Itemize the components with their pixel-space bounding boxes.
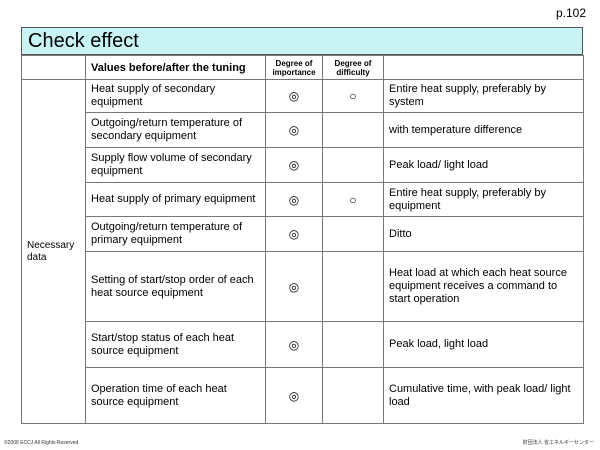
difficulty-mark xyxy=(322,147,384,183)
difficulty-mark xyxy=(322,367,384,424)
row-item: Supply flow volume of secondary equipmen… xyxy=(85,147,266,183)
page-number: p.102 xyxy=(555,6,586,20)
difficulty-mark: ○ xyxy=(322,182,384,217)
header-importance: Degree of importance xyxy=(265,55,323,80)
row-note: Ditto xyxy=(383,216,584,252)
row-item: Setting of start/stop order of each heat… xyxy=(85,251,266,322)
row-note: Peak load/ light load xyxy=(383,147,584,183)
importance-mark: ◎ xyxy=(265,251,323,322)
header-row: Values before/after the tuning Degree of… xyxy=(21,55,584,80)
row-note: Cumulative time, with peak load/ light l… xyxy=(383,367,584,424)
importance-mark: ◎ xyxy=(265,79,323,113)
header-values: Values before/after the tuning xyxy=(85,55,266,80)
header-difficulty: Degree of difficulty xyxy=(322,55,384,80)
row-item: Outgoing/return temperature of secondary… xyxy=(85,112,266,148)
row-item: Heat supply of secondary equipment xyxy=(85,79,266,113)
row-note: with temperature difference xyxy=(383,112,584,148)
page-title: Check effect xyxy=(21,27,583,55)
organization-footer: 財団法人 省エネルギーセンター xyxy=(522,440,594,446)
table-row: Start/stop status of each heat source eq… xyxy=(22,321,584,368)
row-item: Outgoing/return temperature of primary e… xyxy=(85,216,266,252)
importance-mark: ◎ xyxy=(265,182,323,217)
difficulty-mark xyxy=(322,112,384,148)
table-row: Supply flow volume of secondary equipmen… xyxy=(22,147,584,183)
row-note: Entire heat supply, preferably by equipm… xyxy=(383,182,584,217)
row-item: Heat supply of primary equipment xyxy=(85,182,266,217)
importance-mark: ◎ xyxy=(265,147,323,183)
difficulty-mark xyxy=(322,216,384,252)
table-row: Outgoing/return temperature of primary e… xyxy=(22,216,584,252)
table-row: Necessary data Heat supply of secondary … xyxy=(21,79,584,424)
importance-mark: ◎ xyxy=(265,367,323,424)
importance-mark: ◎ xyxy=(265,112,323,148)
table-row: Heat supply of primary equipment ◎ ○ Ent… xyxy=(22,182,584,217)
category-label: Necessary data xyxy=(21,79,86,424)
row-item: Start/stop status of each heat source eq… xyxy=(85,321,266,368)
table-row: Setting of start/stop order of each heat… xyxy=(22,251,584,322)
header-blank xyxy=(21,55,86,80)
header-notes xyxy=(383,55,584,80)
importance-mark: ◎ xyxy=(265,321,323,368)
row-note: Heat load at which each heat source equi… xyxy=(383,251,584,322)
effect-table: Values before/after the tuning Degree of… xyxy=(21,55,584,424)
copyright-footer: ©2008 ECCJ All Rights Reserved xyxy=(4,440,79,446)
row-note: Entire heat supply, preferably by system xyxy=(383,79,584,113)
row-item: Operation time of each heat source equip… xyxy=(85,367,266,424)
difficulty-mark: ○ xyxy=(322,79,384,113)
table-row: Operation time of each heat source equip… xyxy=(22,367,584,424)
difficulty-mark xyxy=(322,251,384,322)
difficulty-mark xyxy=(322,321,384,368)
row-note: Peak load, light load xyxy=(383,321,584,368)
table-row: Outgoing/return temperature of secondary… xyxy=(22,112,584,148)
importance-mark: ◎ xyxy=(265,216,323,252)
